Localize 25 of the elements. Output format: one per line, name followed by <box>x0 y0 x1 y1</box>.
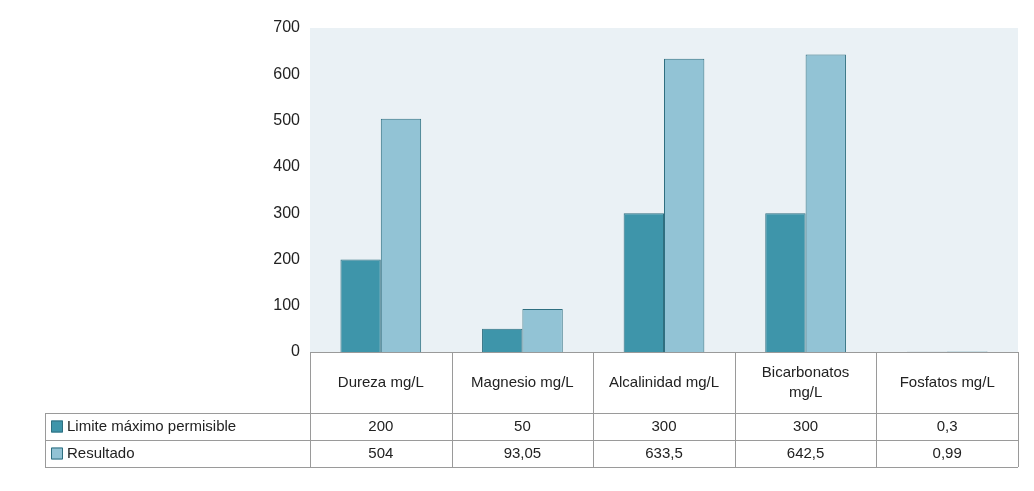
data-label: 300 <box>651 416 677 434</box>
legend-label: Resultado <box>67 443 135 461</box>
data-label: 0,3 <box>936 416 958 434</box>
data-label: 633,5 <box>645 443 683 461</box>
x-tick-label: Fosfatos mg/L <box>899 372 995 390</box>
y-tick-label: 400 <box>273 157 301 175</box>
data-label: 93,05 <box>503 443 542 461</box>
y-tick-label: 200 <box>273 249 301 267</box>
y-tick-label: 100 <box>273 296 301 314</box>
x-tick-label: Dureza mg/L <box>337 372 424 390</box>
data-label: 50 <box>514 416 531 434</box>
y-tick-label: 0 <box>291 342 301 360</box>
data-label: 504 <box>368 443 394 461</box>
y-tick-label: 300 <box>273 203 301 221</box>
data-label: 0,99 <box>932 443 962 461</box>
x-tick-label: Bicarbonatos mg/L <box>761 362 850 400</box>
y-tick-label: 500 <box>273 110 301 128</box>
x-tick-label: Magnesio mg/L <box>471 372 574 390</box>
y-tick-label: 700 <box>273 18 301 36</box>
data-label: 200 <box>368 416 394 434</box>
data-label: 642,5 <box>786 443 825 461</box>
legend-label: Limite máximo permisible <box>67 416 237 434</box>
y-tick-label: 600 <box>273 64 301 82</box>
data-label: 300 <box>793 416 819 434</box>
x-tick-label: Alcalinidad mg/L <box>608 372 720 390</box>
